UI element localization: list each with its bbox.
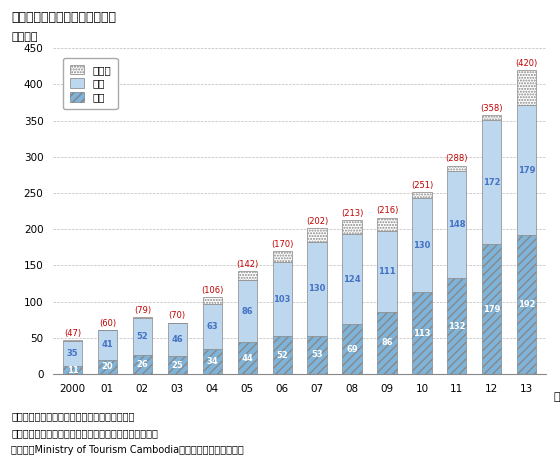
Text: 113: 113 xyxy=(413,329,431,338)
Bar xyxy=(167,323,187,356)
Bar xyxy=(342,234,362,324)
Bar xyxy=(307,228,326,241)
Text: 86: 86 xyxy=(381,338,393,347)
Text: 192: 192 xyxy=(518,300,535,309)
Text: 53: 53 xyxy=(311,350,323,359)
Text: (251): (251) xyxy=(411,181,433,190)
Text: 103: 103 xyxy=(273,295,291,304)
Text: 124: 124 xyxy=(343,275,361,284)
Text: 52: 52 xyxy=(276,351,288,360)
Text: 148: 148 xyxy=(448,220,465,230)
Bar xyxy=(447,171,466,279)
Text: 130: 130 xyxy=(309,284,326,293)
Bar xyxy=(98,359,117,374)
Text: 63: 63 xyxy=(207,322,218,331)
Bar xyxy=(133,318,152,355)
Bar xyxy=(377,231,396,312)
Text: 179: 179 xyxy=(518,166,535,175)
Text: (70): (70) xyxy=(169,312,186,320)
Text: 34: 34 xyxy=(207,357,218,366)
Bar xyxy=(167,356,187,374)
Text: (79): (79) xyxy=(134,306,151,315)
Text: (420): (420) xyxy=(516,59,538,68)
Bar xyxy=(482,115,501,120)
Text: 130: 130 xyxy=(413,241,431,250)
Text: 132: 132 xyxy=(448,322,465,331)
Text: （万人）: （万人） xyxy=(11,32,38,42)
Bar xyxy=(412,198,432,292)
Text: 111: 111 xyxy=(378,267,396,276)
Bar xyxy=(237,271,257,280)
Text: （注１）表の（）内の数値は来訪者総数を示す: （注１）表の（）内の数値は来訪者総数を示す xyxy=(11,411,134,421)
Bar xyxy=(98,330,117,359)
Text: 25: 25 xyxy=(171,360,183,369)
Bar xyxy=(237,342,257,374)
Bar xyxy=(133,317,152,318)
Bar xyxy=(133,355,152,374)
Bar xyxy=(447,166,466,171)
Text: (60): (60) xyxy=(99,319,116,328)
Text: 図表１：外国人来訪者数の推移: 図表１：外国人来訪者数の推移 xyxy=(11,11,116,24)
Bar xyxy=(482,245,501,374)
Bar xyxy=(412,192,432,198)
Bar xyxy=(203,304,222,349)
Text: （年）: （年） xyxy=(553,392,560,402)
Bar xyxy=(203,297,222,304)
Text: 179: 179 xyxy=(483,305,501,314)
Bar xyxy=(203,349,222,374)
Bar xyxy=(63,341,82,366)
Bar xyxy=(342,220,362,234)
Bar xyxy=(517,70,536,106)
Bar xyxy=(307,336,326,374)
Bar xyxy=(517,235,536,374)
Bar xyxy=(237,280,257,342)
Text: (106): (106) xyxy=(201,286,223,295)
Text: 41: 41 xyxy=(101,340,113,349)
Legend: その他, 空路, 陸路: その他, 空路, 陸路 xyxy=(63,58,118,109)
Text: （注２）２０１３年の経路別数値は１１月までの累計値: （注２）２０１３年の経路別数値は１１月までの累計値 xyxy=(11,428,158,438)
Text: 52: 52 xyxy=(137,332,148,341)
Bar xyxy=(63,366,82,374)
Text: (142): (142) xyxy=(236,260,258,269)
Text: 35: 35 xyxy=(67,349,78,358)
Text: 86: 86 xyxy=(241,307,253,316)
Text: 172: 172 xyxy=(483,178,501,187)
Text: 44: 44 xyxy=(241,353,253,363)
Bar xyxy=(273,262,292,336)
Bar xyxy=(447,279,466,374)
Text: (47): (47) xyxy=(64,329,81,338)
Bar xyxy=(517,106,536,235)
Bar xyxy=(307,241,326,336)
Text: （出所）Ministry of Tourism Cambodia　資料より大和総研作成: （出所）Ministry of Tourism Cambodia 資料より大和総… xyxy=(11,445,244,455)
Bar xyxy=(377,312,396,374)
Bar xyxy=(482,120,501,245)
Text: (216): (216) xyxy=(376,207,398,215)
Text: 11: 11 xyxy=(67,366,78,375)
Text: 26: 26 xyxy=(137,360,148,369)
Text: 20: 20 xyxy=(101,362,113,371)
Bar xyxy=(63,340,82,341)
Bar xyxy=(273,336,292,374)
Text: (358): (358) xyxy=(480,104,503,112)
Bar xyxy=(412,292,432,374)
Text: 46: 46 xyxy=(171,335,183,344)
Text: (202): (202) xyxy=(306,217,328,226)
Text: (288): (288) xyxy=(446,154,468,163)
Bar xyxy=(377,218,396,231)
Text: (170): (170) xyxy=(271,240,293,249)
Bar xyxy=(273,251,292,262)
Bar xyxy=(342,324,362,374)
Text: 69: 69 xyxy=(346,345,358,353)
Text: (213): (213) xyxy=(341,209,363,218)
